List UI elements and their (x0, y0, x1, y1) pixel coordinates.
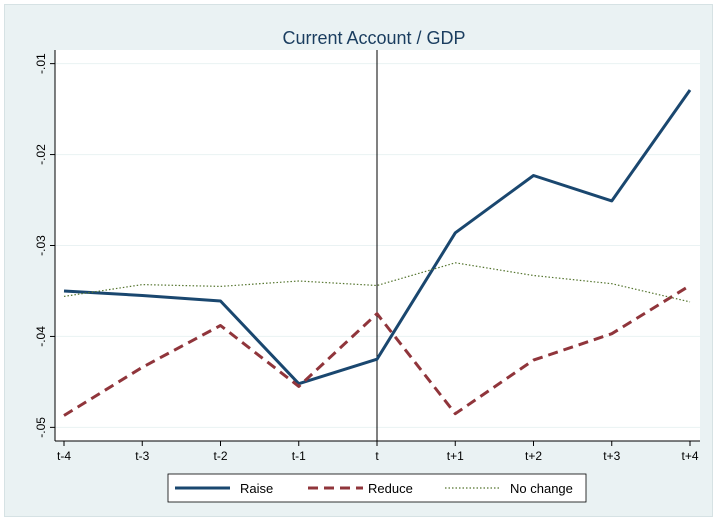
x-tick-label: t-3 (135, 449, 149, 463)
y-tick-label: -.05 (34, 417, 48, 438)
x-tick-label: t-1 (292, 449, 306, 463)
chart-title: Current Account / GDP (282, 28, 465, 48)
y-tick-label: -.02 (34, 144, 48, 165)
x-tick-label: t+4 (681, 449, 698, 463)
series-line-raise (63, 89, 692, 386)
x-tick-label: t-2 (213, 449, 227, 463)
x-tick-label: t-4 (57, 449, 71, 463)
legend-label-no-change: No change (510, 481, 573, 496)
legend-label-raise: Raise (240, 481, 273, 496)
line-chart: Current Account / GDP -.05-.04-.03-.02-.… (34, 28, 700, 503)
legend-box (167, 473, 587, 503)
chart-frame: Current Account / GDP -.05 -.04 -.03 -.02 -.… (4, 4, 713, 517)
x-tick-label: t+1 (447, 449, 464, 463)
legend-label-reduce: Reduce (368, 481, 413, 496)
series-line-reduce (63, 284, 691, 417)
series-lines (63, 89, 692, 417)
x-tick-label: t+2 (525, 449, 542, 463)
axes: -.05 -.04 -.03 -.02 -.01 t-4 t-3 t-2 t-1 t t+1 t+2 t… (34, 50, 700, 463)
legend: Raise Reduce No change (167, 473, 587, 503)
y-tick-label: -.01 (34, 53, 48, 74)
x-tick-label: t (375, 449, 379, 463)
y-tick-label: -.03 (34, 235, 48, 256)
y-tick-label: -.04 (34, 326, 48, 347)
series-line-no-change (63, 262, 691, 303)
x-tick-label: t+3 (603, 449, 620, 463)
